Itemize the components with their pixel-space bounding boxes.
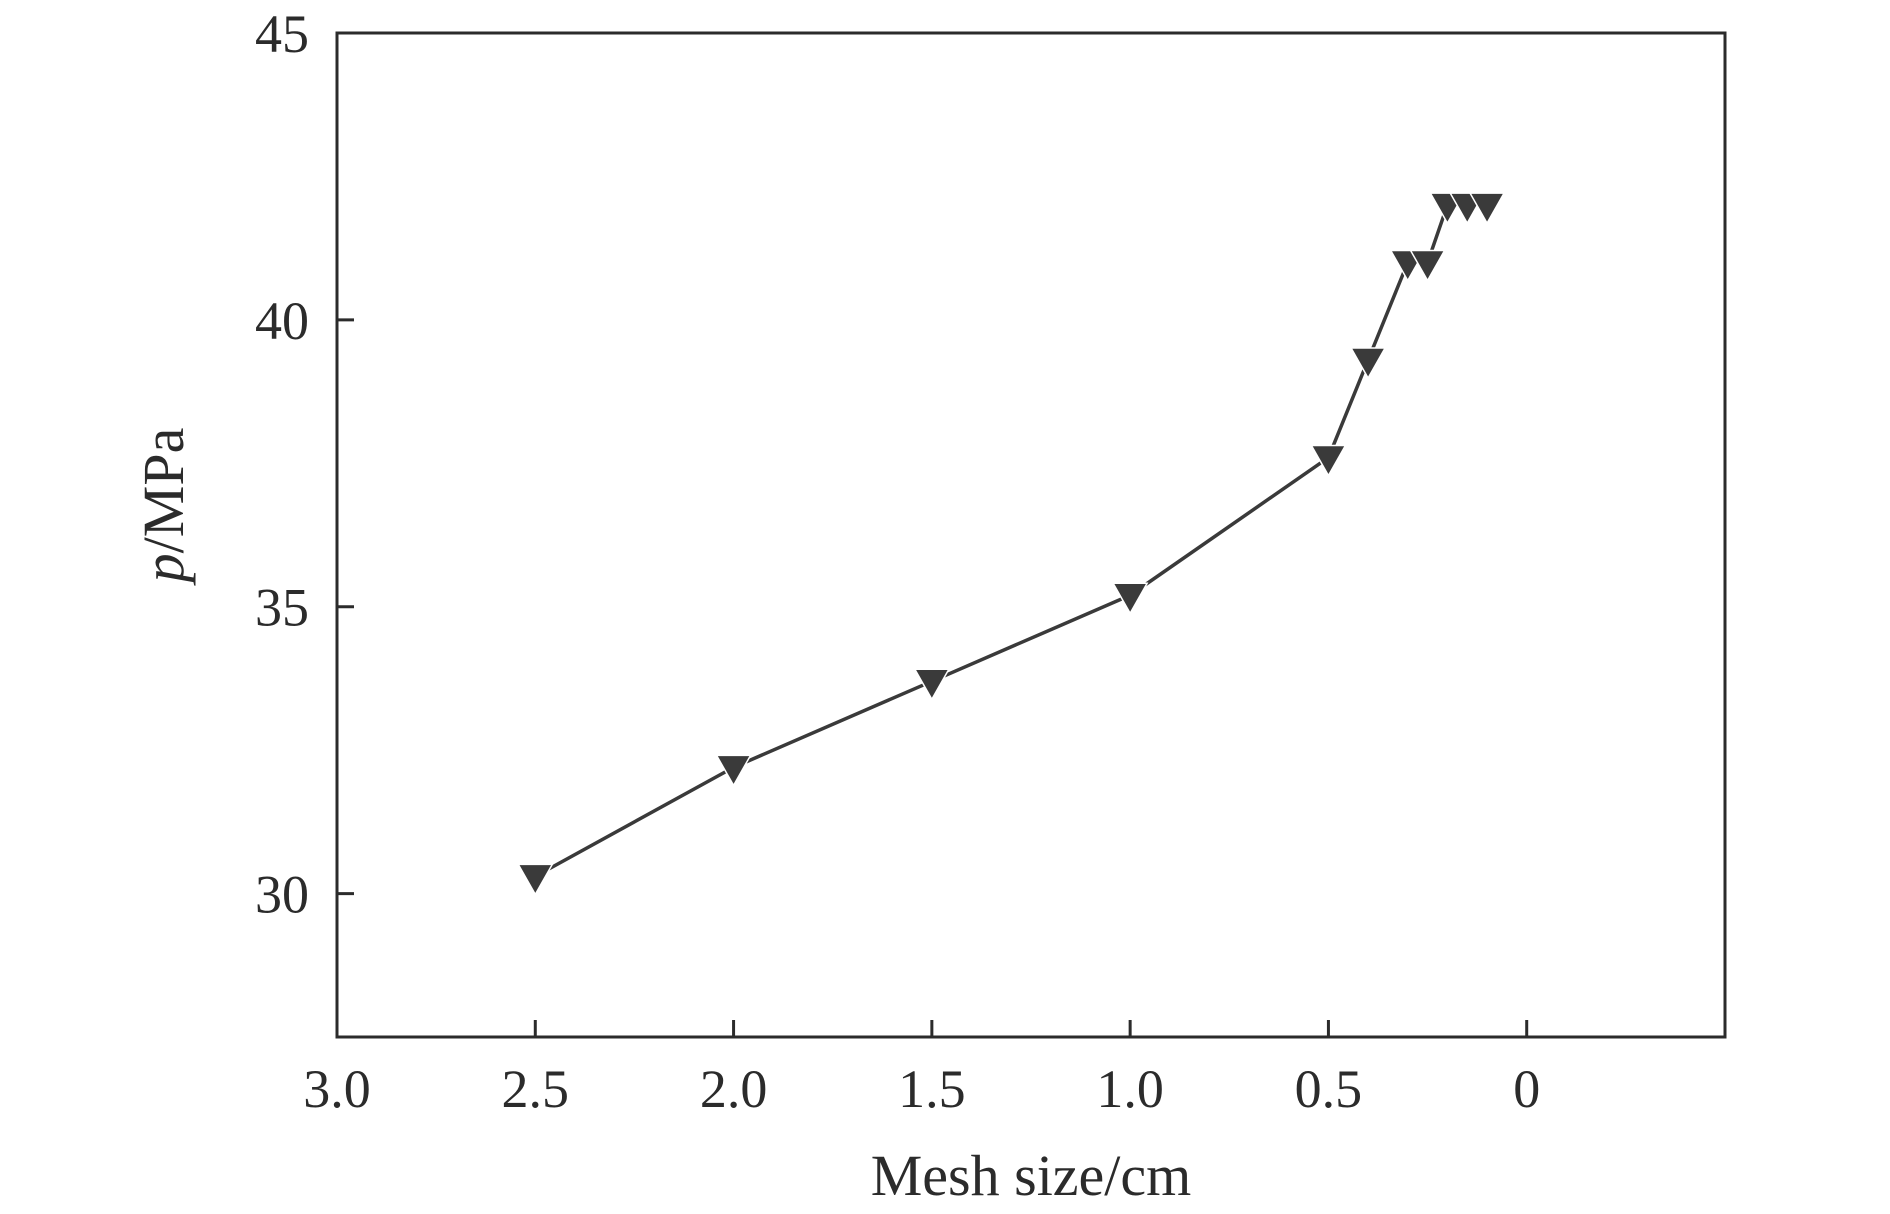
data-point-marker	[516, 863, 554, 896]
data-point-marker	[1111, 582, 1149, 615]
data-point-marker	[913, 668, 951, 701]
x-tick-label: 2.5	[502, 1059, 570, 1119]
y-tick-label: 35	[255, 578, 309, 638]
y-tick-label: 40	[255, 291, 309, 351]
x-tick-label: 0	[1513, 1059, 1540, 1119]
data-point-marker	[715, 754, 752, 787]
y-axis-label-variable: p	[131, 553, 196, 586]
x-axis-ticks: 3.0 2.5 2.0 1.5 1.0 0.5 0	[303, 1020, 1540, 1119]
data-point-marker	[1468, 192, 1506, 225]
x-tick-label: 1.0	[1096, 1059, 1164, 1119]
x-tick-label: 0.5	[1295, 1059, 1363, 1119]
x-tick-label: 2.0	[700, 1059, 768, 1119]
plot-frame	[335, 31, 1727, 1039]
x-tick-label: 1.5	[898, 1059, 966, 1119]
y-axis-label-unit: /MPa	[131, 428, 196, 554]
x-tick-label: 3.0	[303, 1059, 371, 1119]
y-axis-ticks: 30 35 40 45	[255, 4, 354, 925]
data-point-marker	[1349, 347, 1387, 380]
y-axis-label: p/MPa	[131, 428, 196, 587]
series-line	[534, 203, 1488, 878]
data-point-marker	[1310, 444, 1347, 478]
y-tick-label: 45	[255, 4, 309, 64]
x-axis-label: Mesh size/cm	[871, 1143, 1192, 1208]
y-tick-label: 30	[255, 865, 309, 925]
data-point-marker	[1409, 249, 1446, 283]
series-layer	[516, 192, 1506, 896]
